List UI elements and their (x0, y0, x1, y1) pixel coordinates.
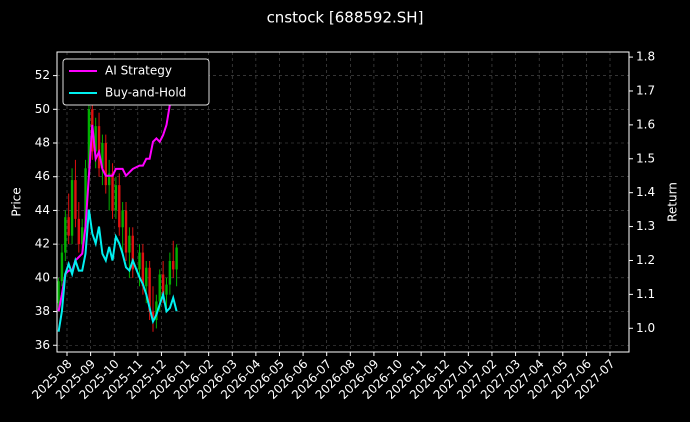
candle-body (158, 274, 161, 302)
legend-label: Buy-and-Hold (105, 86, 186, 100)
plot-area (57, 73, 178, 332)
y-tick-label: 48 (35, 136, 50, 150)
y-tick-label: 36 (35, 338, 50, 352)
candle-body (121, 210, 124, 228)
candle-body (60, 252, 64, 282)
chart-title: cnstock [688592.SH] (267, 9, 424, 27)
candle-body (151, 311, 155, 320)
plot-frame (56, 51, 630, 353)
y2-tick-label: 1.2 (636, 253, 655, 267)
candle-body (74, 180, 77, 219)
y-tick-label: 50 (35, 102, 50, 116)
y2-tick-label: 1.8 (636, 50, 655, 64)
y-tick-label: 46 (35, 169, 50, 183)
y2-tick-label: 1.0 (636, 321, 655, 335)
candle-body (124, 210, 128, 253)
candle-body (87, 109, 91, 169)
candle-body (148, 267, 151, 312)
candle-body (57, 281, 60, 304)
candle-body (94, 126, 97, 152)
candle-body (131, 235, 134, 270)
candle-body (175, 247, 178, 270)
candle-body (70, 180, 74, 236)
candle-body (165, 284, 168, 295)
y-tick-label: 52 (35, 68, 50, 82)
candle-body (77, 218, 81, 245)
candle-body (155, 301, 158, 320)
y-axis-label: Price (10, 187, 24, 216)
candle-body (101, 143, 104, 169)
legend-box (62, 58, 210, 106)
y2-tick-label: 1.3 (636, 219, 655, 233)
y-tick-label: 42 (35, 237, 50, 251)
candle-body (138, 252, 141, 270)
candle-body (104, 143, 107, 186)
candle-body (97, 126, 101, 169)
candle-body (118, 185, 121, 228)
candle-body (168, 260, 172, 285)
y-tick-label: 38 (35, 304, 50, 318)
candle-body (161, 274, 165, 295)
candle-body (141, 252, 145, 287)
y-tick-label: 44 (35, 203, 50, 217)
y2-axis-label: Return (666, 182, 680, 222)
series-line (57, 73, 178, 312)
candle-body (111, 173, 114, 211)
candle-body (67, 217, 70, 236)
candle-body (84, 168, 87, 228)
candle-body (107, 173, 111, 186)
candle-body (128, 235, 131, 253)
y-tick-label: 40 (35, 270, 50, 284)
y2-tick-label: 1.1 (636, 287, 655, 301)
candle-body (114, 185, 118, 211)
y2-tick-label: 1.7 (636, 83, 655, 97)
y2-tick-label: 1.4 (636, 185, 655, 199)
candle-body (80, 227, 84, 245)
legend-label: AI Strategy (105, 64, 172, 78)
y2-tick-label: 1.5 (636, 151, 655, 165)
candle-body (172, 260, 175, 270)
y2-tick-label: 1.6 (636, 117, 655, 131)
series-line (57, 209, 178, 332)
candle-body (145, 267, 148, 287)
candle-body (64, 217, 67, 253)
